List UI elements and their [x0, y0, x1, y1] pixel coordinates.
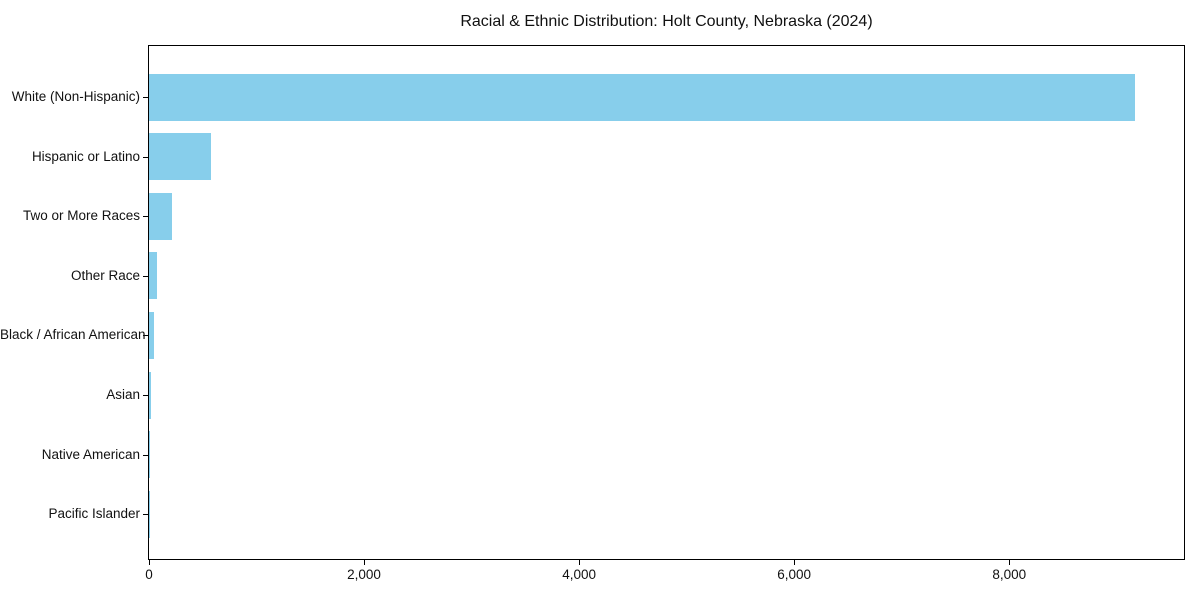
x-tick-label-4-000: 4,000 [562, 567, 597, 582]
y-tick-mark [143, 335, 148, 337]
y-tick-label-pacific-islander: Pacific Islander [48, 506, 140, 522]
bar-asian [149, 371, 151, 419]
y-tick-mark [143, 514, 148, 516]
x-tick-mark [1009, 560, 1011, 565]
y-tick-mark [143, 454, 148, 456]
y-tick-mark [143, 275, 148, 277]
x-tick-mark [579, 560, 581, 565]
y-tick-label-black-african-american: Black / African American [0, 327, 146, 343]
plot-area [148, 45, 1185, 560]
bar-white-non-hispanic [149, 73, 1136, 121]
y-tick-label-hispanic-or-latino: Hispanic or Latino [31, 148, 140, 164]
bar-other-race [149, 252, 157, 300]
y-tick-label-two-or-more-races: Two or More Races [22, 208, 140, 224]
y-tick-label-native-american: Native American [41, 446, 140, 462]
x-tick-label-8-000: 8,000 [992, 567, 1027, 582]
bar-black-african-american [149, 311, 155, 359]
bar-two-or-more-races [149, 192, 172, 240]
chart-title: Racial & Ethnic Distribution: Holt Count… [460, 13, 873, 30]
x-tick-label-0: 0 [145, 567, 153, 582]
x-tick-mark [364, 560, 366, 565]
y-tick-label-white-non-hispanic: White (Non-Hispanic) [11, 89, 140, 104]
y-tick-label-asian: Asian [106, 387, 140, 402]
x-tick-mark [149, 560, 150, 565]
x-tick-label-6-000: 6,000 [777, 567, 812, 582]
bar-hispanic-or-latino [149, 133, 212, 181]
y-tick-mark [143, 156, 148, 158]
y-tick-mark [143, 395, 148, 396]
y-tick-mark [143, 216, 148, 218]
bar-native-american [149, 431, 151, 479]
y-tick-label-other-race: Other Race [70, 267, 140, 283]
x-tick-mark [794, 560, 796, 565]
x-tick-label-2-000: 2,000 [347, 567, 381, 582]
y-tick-mark [143, 97, 148, 98]
